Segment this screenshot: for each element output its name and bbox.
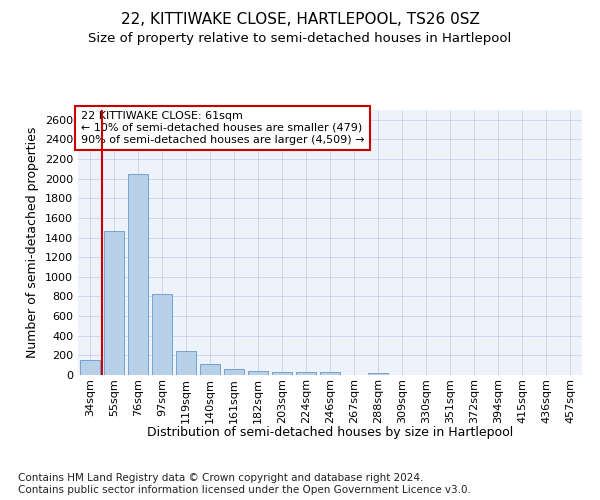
Bar: [80, 360, 100, 375]
Bar: [320, 372, 340, 375]
Y-axis label: Number of semi-detached properties: Number of semi-detached properties: [26, 127, 40, 358]
Bar: [224, 368, 244, 375]
Bar: [368, 373, 388, 375]
Bar: [272, 372, 292, 375]
Bar: [248, 371, 268, 375]
Text: Contains HM Land Registry data © Crown copyright and database right 2024.
Contai: Contains HM Land Registry data © Crown c…: [18, 474, 471, 495]
Bar: [200, 364, 220, 375]
Text: 22 KITTIWAKE CLOSE: 61sqm
← 10% of semi-detached houses are smaller (479)
90% of: 22 KITTIWAKE CLOSE: 61sqm ← 10% of semi-…: [80, 112, 364, 144]
Text: 22, KITTIWAKE CLOSE, HARTLEPOOL, TS26 0SZ: 22, KITTIWAKE CLOSE, HARTLEPOOL, TS26 0S…: [121, 12, 479, 28]
Text: Size of property relative to semi-detached houses in Hartlepool: Size of property relative to semi-detach…: [88, 32, 512, 45]
Bar: [152, 294, 172, 375]
Bar: [176, 351, 196, 375]
Bar: [296, 372, 316, 375]
Bar: [128, 174, 148, 375]
Text: Distribution of semi-detached houses by size in Hartlepool: Distribution of semi-detached houses by …: [147, 426, 513, 439]
Bar: [104, 230, 124, 375]
